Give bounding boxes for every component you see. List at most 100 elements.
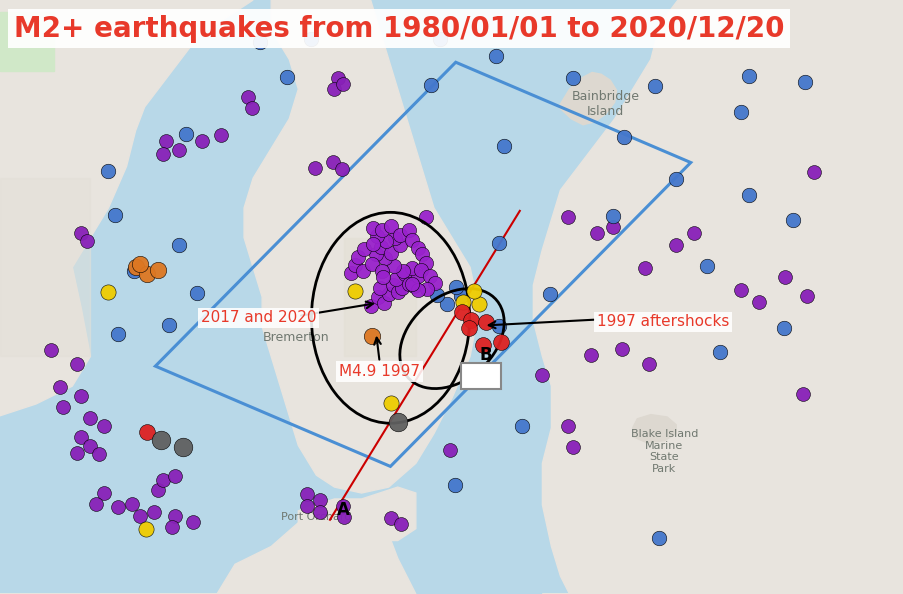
Point — [378, 236, 393, 246]
Point — [330, 74, 345, 83]
Point — [647, 81, 662, 91]
Point — [110, 502, 125, 511]
Point — [751, 297, 766, 307]
Point — [387, 233, 402, 242]
Point — [641, 359, 656, 368]
Point — [605, 211, 619, 221]
Point — [327, 84, 341, 94]
Point — [128, 263, 143, 272]
Point — [799, 291, 814, 301]
Point — [785, 215, 799, 225]
Point — [172, 145, 186, 154]
Point — [392, 240, 406, 249]
Point — [74, 391, 88, 400]
Point — [151, 485, 165, 495]
Point — [514, 422, 528, 431]
Point — [424, 80, 438, 90]
Point — [335, 80, 349, 89]
Point — [405, 279, 419, 289]
Point — [463, 315, 478, 324]
Point — [733, 107, 748, 116]
Point — [383, 248, 397, 258]
Point — [453, 291, 468, 301]
Point — [471, 299, 486, 309]
Point — [447, 481, 461, 490]
Point — [668, 175, 683, 184]
Point — [140, 270, 154, 279]
Point — [796, 77, 811, 87]
Point — [384, 513, 398, 523]
Point — [397, 270, 412, 279]
Point — [377, 298, 391, 308]
Polygon shape — [244, 0, 479, 493]
Point — [213, 131, 228, 140]
Point — [350, 252, 365, 261]
Point — [386, 280, 400, 290]
Point — [388, 274, 403, 284]
Text: M2+ earthquakes from 1980/01/01 to 2020/12/20: M2+ earthquakes from 1980/01/01 to 2020/… — [14, 15, 783, 43]
Point — [395, 283, 409, 293]
Point — [195, 137, 209, 146]
Point — [491, 321, 506, 330]
Point — [107, 210, 122, 220]
Point — [777, 273, 791, 282]
Point — [52, 383, 67, 392]
Point — [168, 472, 182, 481]
Point — [334, 165, 349, 174]
Point — [448, 282, 462, 292]
Point — [542, 289, 556, 299]
Point — [357, 244, 371, 254]
Point — [110, 330, 125, 339]
Point — [164, 522, 179, 532]
Point — [79, 236, 94, 245]
Point — [74, 228, 88, 238]
Point — [307, 163, 321, 172]
Point — [363, 301, 377, 311]
Point — [686, 228, 701, 238]
Point — [70, 359, 84, 369]
Point — [605, 222, 619, 232]
Text: Blake Island
Marine
State
Park: Blake Island Marine State Park — [630, 429, 697, 474]
Point — [390, 287, 405, 297]
Point — [405, 264, 419, 273]
Text: Bremerton: Bremerton — [263, 331, 330, 344]
Text: M4.9 1997: M4.9 1997 — [339, 364, 420, 379]
Point — [795, 389, 809, 399]
Point — [172, 240, 186, 249]
Point — [366, 239, 380, 248]
Point — [401, 226, 415, 235]
Point — [560, 422, 574, 431]
Point — [374, 242, 388, 252]
Polygon shape — [0, 12, 54, 71]
Point — [565, 442, 580, 451]
Point — [423, 271, 437, 280]
Point — [740, 71, 755, 81]
Point — [393, 230, 407, 240]
Point — [83, 441, 98, 450]
Point — [740, 190, 755, 200]
Point — [394, 519, 408, 529]
Point — [348, 260, 362, 270]
Point — [186, 517, 200, 526]
Polygon shape — [632, 415, 675, 443]
Polygon shape — [298, 487, 415, 541]
Point — [493, 337, 507, 347]
Point — [74, 432, 88, 441]
Point — [401, 279, 415, 289]
Point — [356, 266, 370, 276]
Point — [638, 264, 652, 273]
Point — [92, 450, 107, 459]
Point — [475, 340, 489, 349]
Point — [245, 103, 259, 113]
Point — [733, 285, 748, 295]
Point — [668, 240, 683, 249]
Point — [325, 157, 340, 166]
Point — [565, 74, 580, 83]
Point — [614, 345, 628, 354]
Point — [70, 448, 84, 457]
Point — [418, 212, 433, 222]
Point — [97, 422, 111, 431]
Point — [88, 499, 103, 508]
Point — [101, 287, 116, 297]
Point — [240, 92, 255, 102]
